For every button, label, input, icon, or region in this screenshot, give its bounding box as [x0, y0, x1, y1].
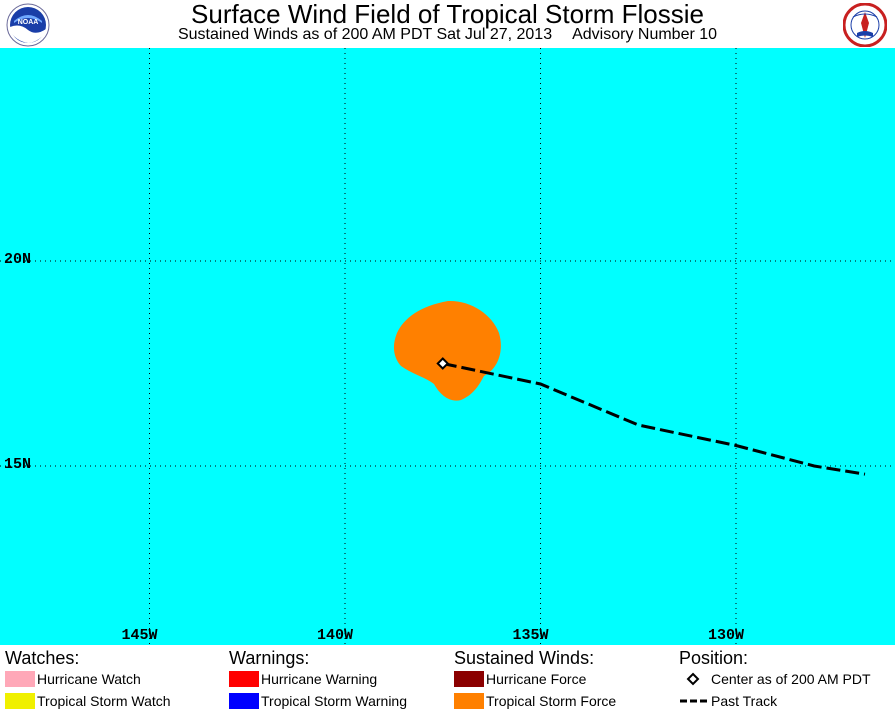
diamond-icon: [686, 672, 700, 686]
lon-label: 130W: [708, 627, 745, 644]
lat-label: 20N: [4, 251, 32, 268]
advisory-number: Advisory Number 10: [572, 26, 718, 43]
hurricane-force-swatch: [454, 671, 484, 687]
lon-label: 135W: [512, 627, 549, 644]
lat-label: 15N: [4, 456, 32, 473]
page-subtitle: Sustained Winds as of 200 AM PDT Sat Jul…: [0, 26, 895, 44]
hurricane-watch-label: Hurricane Watch: [37, 671, 141, 687]
tropical-storm-warning-label: Tropical Storm Warning: [261, 693, 408, 709]
tropical-storm-force-swatch: [454, 693, 484, 709]
hurricane-warning-label: Hurricane Warning: [261, 671, 378, 687]
warnings-heading: Warnings:: [229, 648, 310, 668]
dashed-line-icon: [680, 699, 709, 703]
tropical-storm-warning-swatch: [229, 693, 259, 709]
hurricane-force-label: Hurricane Force: [486, 671, 587, 687]
wind-field-map: 20N 15N 145W 140W 135W 130W: [0, 48, 895, 645]
hurricane-watch-swatch: [5, 671, 35, 687]
tropical-storm-watch-swatch: [5, 693, 35, 709]
watches-heading: Watches:: [5, 648, 80, 668]
position-heading: Position:: [679, 648, 749, 668]
tropical-storm-force-label: Tropical Storm Force: [486, 693, 617, 709]
past-track-label: Past Track: [711, 693, 778, 709]
lon-label: 145W: [121, 627, 158, 644]
storm-center-diamond-icon: [436, 357, 450, 370]
past-track-line: [442, 362, 866, 476]
lat-lon-grid: [0, 48, 895, 645]
tropical-storm-force-wind-field: [393, 300, 501, 401]
advisory-time: Sustained Winds as of 200 AM PDT Sat Jul…: [177, 26, 553, 43]
lon-label: 140W: [317, 627, 354, 644]
national-weather-service-logo: [843, 3, 887, 47]
noaa-logo-text: NOAA: [18, 19, 39, 26]
noaa-logo: NOAA: [6, 3, 50, 47]
tropical-storm-watch-label: Tropical Storm Watch: [37, 693, 171, 709]
map-canvas: [0, 48, 895, 645]
center-label: Center as of 200 AM PDT: [711, 671, 871, 687]
legend: Watches: Hurricane Watch Tropical Storm …: [0, 645, 895, 716]
header: NOAA Surface Wind Field of Tropical Stor…: [0, 0, 895, 47]
hurricane-warning-swatch: [229, 671, 259, 687]
page-title: Surface Wind Field of Tropical Storm Flo…: [191, 0, 704, 29]
sustained-winds-heading: Sustained Winds:: [454, 648, 595, 668]
